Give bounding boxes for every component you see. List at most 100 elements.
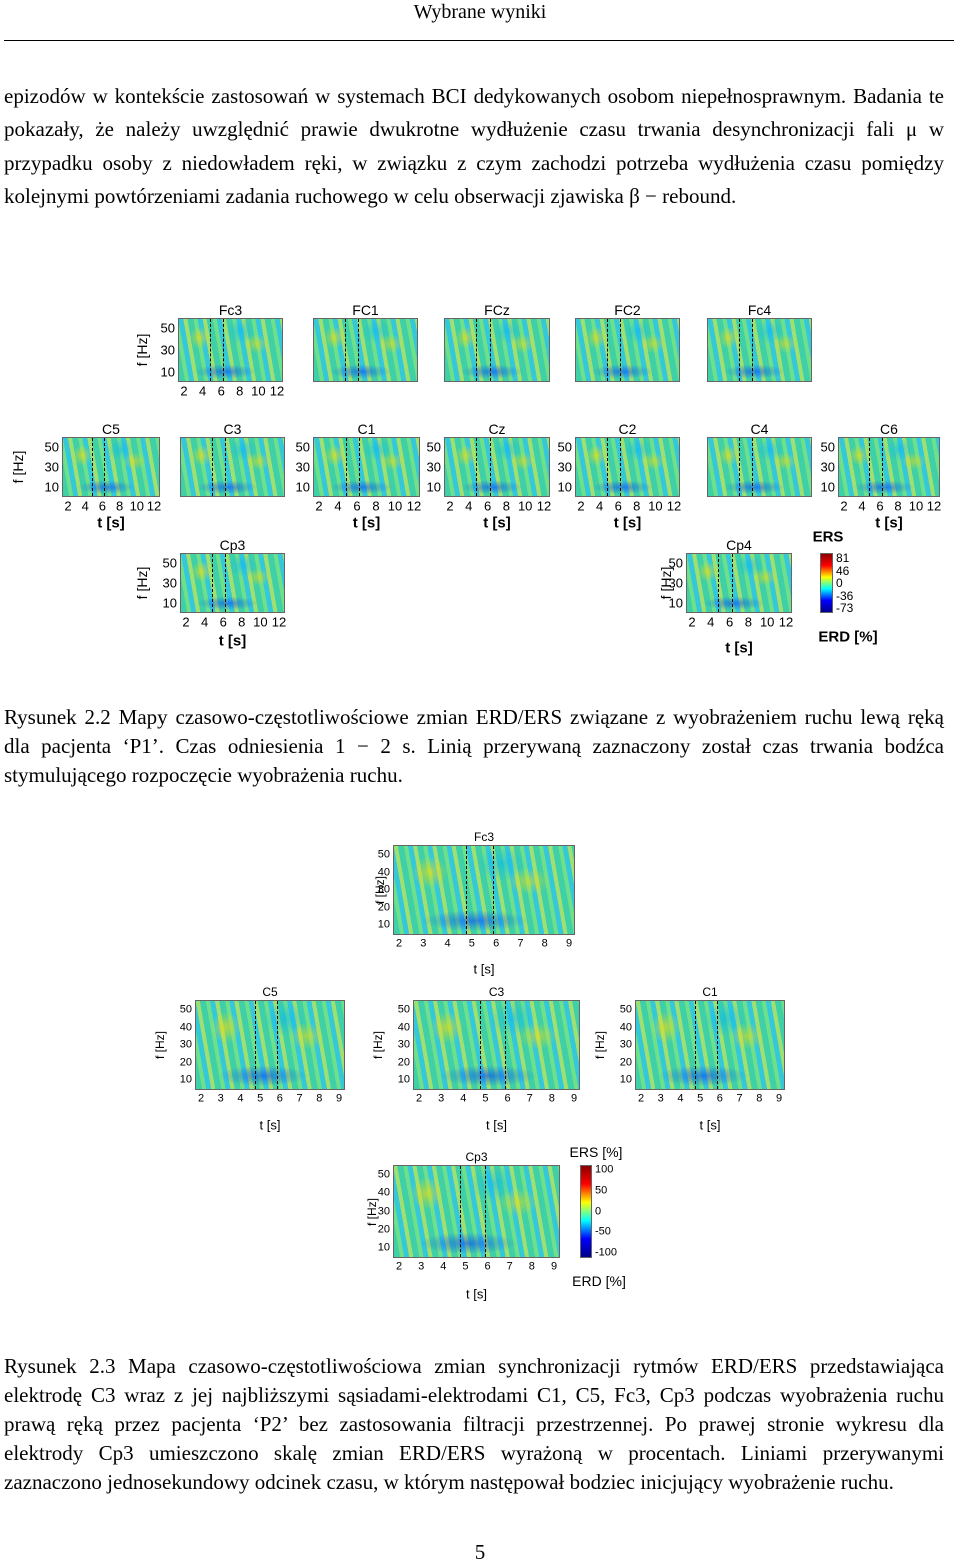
panel-title: Cz (488, 421, 506, 437)
panel-title: C2 (618, 421, 637, 437)
x-tick-label: 3 (420, 937, 427, 950)
x-tick-label: 4 (677, 1092, 684, 1105)
x-tick-label: 2 (64, 498, 72, 514)
spectrogram (575, 318, 680, 382)
panel-title: FCz (484, 302, 510, 318)
stimulus-line (882, 438, 883, 496)
x-tick-label: 4 (595, 498, 604, 514)
x-tick-label: 12 (666, 498, 682, 514)
y-tick-label: 50 (557, 439, 572, 455)
x-tick-label: 5 (697, 1092, 704, 1105)
y-tick-label: 50 (295, 439, 310, 455)
stimulus-line (731, 554, 733, 612)
y-tick-label: 30 (426, 459, 441, 475)
colorbar-tick-label: -36 (836, 588, 854, 603)
spectrogram (178, 318, 283, 382)
panel-title: C4 (750, 421, 769, 437)
stimulus-line (345, 438, 347, 496)
y-tick-label: 40 (619, 1021, 632, 1033)
x-axis-label: t [s] (97, 514, 125, 532)
x-tick-label: 7 (506, 1260, 513, 1273)
x-tick-label: 10 (648, 498, 663, 514)
colorbar-tick-label: -50 (595, 1225, 611, 1238)
x-tick-label: 9 (570, 1092, 578, 1105)
x-tick-label: 8 (541, 937, 548, 950)
spectrogram (195, 1000, 345, 1090)
y-tick-label: 30 (160, 342, 175, 358)
panel-title: C3 (223, 421, 242, 437)
x-tick-label: 12 (269, 383, 285, 399)
stimulus-line (480, 1001, 481, 1089)
x-tick-label: 8 (756, 1092, 763, 1105)
x-tick-label: 4 (200, 614, 209, 630)
spectrogram (686, 553, 792, 613)
x-tick-label: 4 (444, 937, 451, 950)
stimulus-line (489, 319, 491, 381)
x-tick-label: 4 (81, 498, 89, 514)
panel-title: Cp4 (726, 537, 752, 553)
panel-title: Cp3 (465, 1150, 488, 1164)
x-tick-label: 8 (316, 1092, 323, 1105)
y-axis-label: f [Hz] (134, 333, 150, 367)
x-axis-label: t [s] (613, 514, 642, 532)
x-tick-label: 2 (182, 614, 190, 630)
y-tick-label: 50 (820, 439, 835, 455)
colorbar-tick-label: 50 (595, 1184, 608, 1197)
x-axis-label: t [s] (725, 639, 753, 657)
x-tick-label: 6 (217, 383, 225, 399)
x-tick-label: 2 (840, 498, 848, 514)
x-tick-label: 8 (238, 614, 246, 630)
stimulus-line (606, 438, 608, 496)
x-tick-label: 12 (778, 614, 794, 630)
y-tick-label: 50 (426, 439, 441, 455)
y-axis-label: f [Hz] (373, 875, 387, 905)
stimulus-line (620, 438, 622, 496)
x-tick-label: 8 (894, 498, 902, 514)
x-tick-label: 6 (483, 498, 492, 514)
x-tick-label: 6 (614, 498, 622, 514)
y-tick-label: 30 (295, 459, 310, 475)
x-tick-label: 6 (493, 937, 500, 950)
panel-title: FC2 (614, 302, 641, 318)
x-tick-label: 10 (908, 498, 924, 514)
x-tick-label: 12 (271, 614, 287, 630)
x-axis-label: t [s] (473, 961, 495, 977)
x-tick-label: 2 (577, 498, 585, 514)
panel-title: C5 (102, 421, 120, 437)
y-tick-label: 10 (179, 1073, 192, 1086)
stimulus-line (91, 438, 93, 496)
y-tick-label: 30 (179, 1038, 192, 1051)
x-axis-label: t [s] (875, 514, 903, 532)
stimulus-line (476, 319, 478, 381)
spectrogram (313, 318, 418, 382)
x-tick-label: 8 (115, 498, 124, 514)
spectrogram (707, 318, 812, 382)
x-tick-label: 5 (482, 1092, 489, 1105)
x-tick-label: 10 (129, 498, 145, 514)
stimulus-line (738, 319, 740, 381)
spectrogram (413, 1000, 580, 1090)
x-tick-label: 6 (484, 1260, 491, 1273)
paragraph: epizodów w kontekście zastosowań w syste… (4, 84, 944, 208)
x-tick-label: 2 (688, 614, 696, 630)
y-tick-label: 10 (160, 364, 175, 380)
y-axis-label: f [Hz] (371, 1030, 385, 1060)
stimulus-line (209, 319, 211, 381)
x-tick-label: 4 (465, 498, 473, 514)
stimulus-line (359, 438, 361, 496)
y-tick-label: 50 (162, 555, 177, 571)
y-tick-label: 10 (377, 918, 390, 931)
y-axis-label: f [Hz] (365, 1197, 379, 1226)
x-tick-label: 6 (219, 614, 227, 630)
x-tick-label: 8 (548, 1092, 555, 1105)
header-title: Wybrane wyniki (413, 1, 547, 23)
y-tick-label: 30 (377, 1205, 390, 1217)
y-tick-label: 20 (179, 1056, 192, 1068)
x-tick-label: 6 (98, 498, 107, 514)
x-tick-label: 8 (502, 498, 511, 514)
x-axis-label: t [s] (486, 1117, 507, 1133)
y-tick-label: 10 (426, 479, 441, 495)
x-tick-label: 4 (460, 1092, 467, 1105)
spectrogram (180, 437, 285, 497)
spectrogram (393, 845, 575, 935)
